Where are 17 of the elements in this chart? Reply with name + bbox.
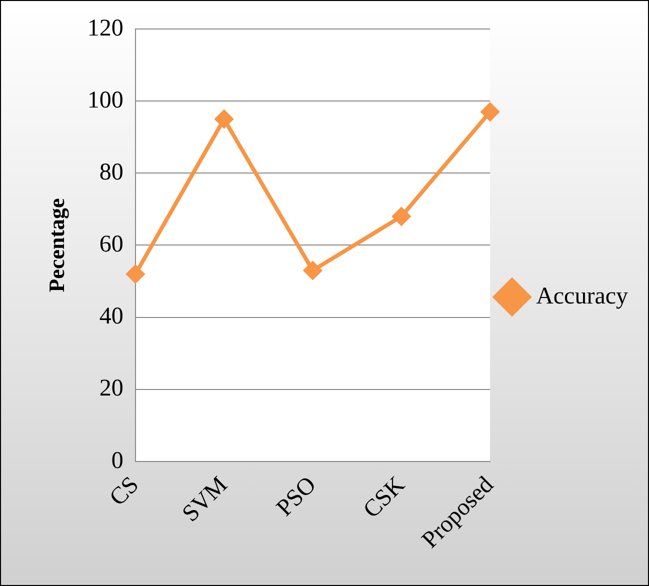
y-tick-label: 80 <box>99 159 124 186</box>
y-tick-label: 100 <box>87 87 124 114</box>
point <box>392 207 410 226</box>
x-tick-label: CSK <box>358 471 411 524</box>
legend-label: Accuracy <box>536 283 628 310</box>
point <box>481 102 500 121</box>
point <box>215 110 234 128</box>
point <box>304 261 322 280</box>
y-tick-label: 40 <box>99 304 124 330</box>
point <box>126 265 144 284</box>
x-tick-label: PSO <box>272 472 322 522</box>
y-tick-label: 60 <box>99 232 124 258</box>
y-tick-label: 0 <box>111 448 124 474</box>
y-tick-label: 20 <box>99 376 124 402</box>
x-tick-label: CS <box>104 472 144 512</box>
y-tick-label: 120 <box>87 15 124 42</box>
y-axis-title: Pecentage <box>44 198 69 292</box>
